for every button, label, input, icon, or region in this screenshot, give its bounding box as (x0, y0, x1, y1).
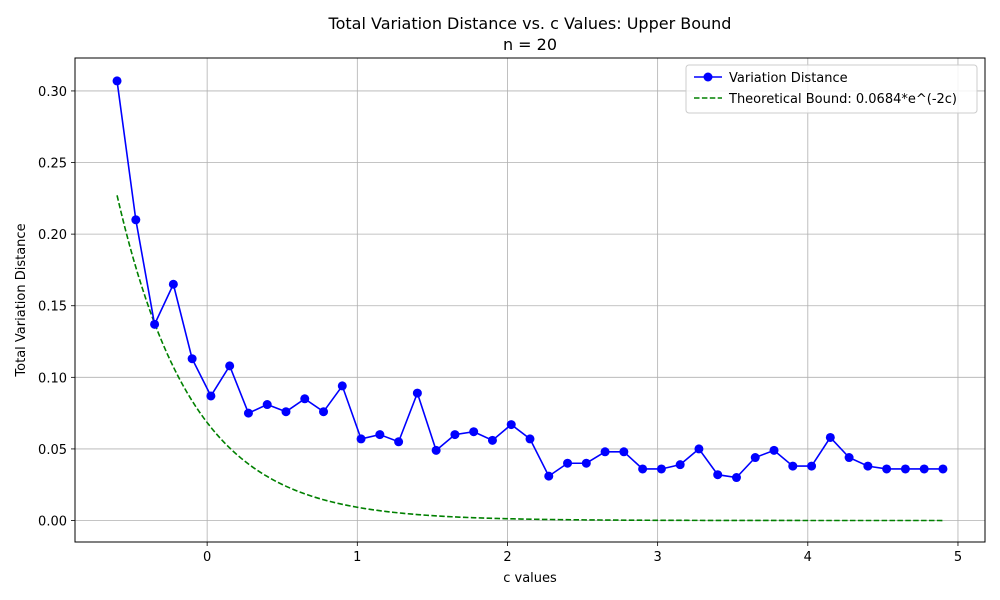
data-point (525, 434, 535, 444)
x-tick-label: 4 (804, 550, 812, 565)
x-tick-label: 5 (954, 550, 962, 565)
legend-label-variation: Variation Distance (729, 71, 848, 86)
data-point (450, 430, 460, 440)
data-point (375, 430, 385, 440)
data-point (262, 400, 272, 410)
data-point (825, 432, 835, 442)
y-tick-label: 0.20 (38, 228, 67, 243)
data-point (844, 453, 854, 463)
x-tick-label: 3 (653, 550, 661, 565)
y-tick-label: 0.00 (38, 515, 67, 530)
data-point (675, 460, 685, 470)
y-tick-label: 0.30 (38, 85, 67, 100)
y-tick-label: 0.25 (38, 157, 67, 172)
plot-frame (74, 57, 986, 543)
x-tick-label: 1 (353, 550, 361, 565)
chart-title: Total Variation Distance vs. c Values: U… (328, 14, 732, 33)
data-point (544, 471, 554, 481)
data-point (938, 464, 948, 474)
data-point (394, 437, 404, 447)
data-point (919, 464, 929, 474)
data-point (187, 354, 197, 364)
data-point (750, 453, 760, 463)
legend-label-bound: Theoretical Bound: 0.0684*e^(-2c) (728, 92, 957, 107)
data-point (150, 319, 160, 329)
series-theoretical-bound-line (116, 195, 943, 522)
plot-content (112, 76, 948, 522)
legend-marker-variation-point (703, 72, 713, 82)
data-point (225, 361, 235, 371)
data-point (694, 444, 704, 454)
data-point (319, 407, 329, 417)
data-point (206, 391, 216, 401)
data-point (487, 435, 497, 445)
legend: Variation Distance Theoretical Bound: 0.… (685, 64, 978, 114)
x-tick-label: 2 (503, 550, 511, 565)
data-point (563, 458, 573, 468)
data-point (731, 473, 741, 483)
data-point (112, 76, 122, 86)
data-point (131, 215, 141, 225)
legend-box (685, 64, 978, 114)
data-point (900, 464, 910, 474)
data-point (469, 427, 479, 437)
data-point (713, 470, 723, 480)
y-tick-label: 0.05 (38, 443, 67, 458)
y-axis: 0.00 0.05 0.10 0.15 0.20 0.25 0.30 (38, 85, 75, 530)
y-tick-label: 0.10 (38, 371, 67, 386)
data-point (638, 464, 648, 474)
data-point (882, 464, 892, 474)
grid-lines (75, 58, 985, 542)
data-point (431, 445, 441, 455)
data-point (600, 447, 610, 457)
y-axis-label: Total Variation Distance (14, 223, 29, 377)
y-tick-label: 0.15 (38, 300, 67, 315)
x-tick-label: 0 (203, 550, 211, 565)
data-point (337, 381, 347, 391)
data-point (769, 445, 779, 455)
data-point (281, 407, 291, 417)
data-point (168, 279, 178, 289)
data-point (863, 461, 873, 471)
data-point (656, 464, 666, 474)
data-point (581, 458, 591, 468)
series-variation-distance-line (116, 80, 943, 479)
chart-subtitle: n = 20 (503, 35, 557, 54)
data-point (300, 394, 310, 404)
data-point (619, 447, 629, 457)
data-point (356, 434, 366, 444)
data-point (788, 461, 798, 471)
data-point (807, 461, 817, 471)
data-point (506, 420, 516, 430)
data-point (412, 388, 422, 398)
x-axis-label: c values (503, 571, 557, 586)
data-point (243, 408, 253, 418)
x-axis: 0 1 2 3 4 5 (203, 542, 962, 565)
